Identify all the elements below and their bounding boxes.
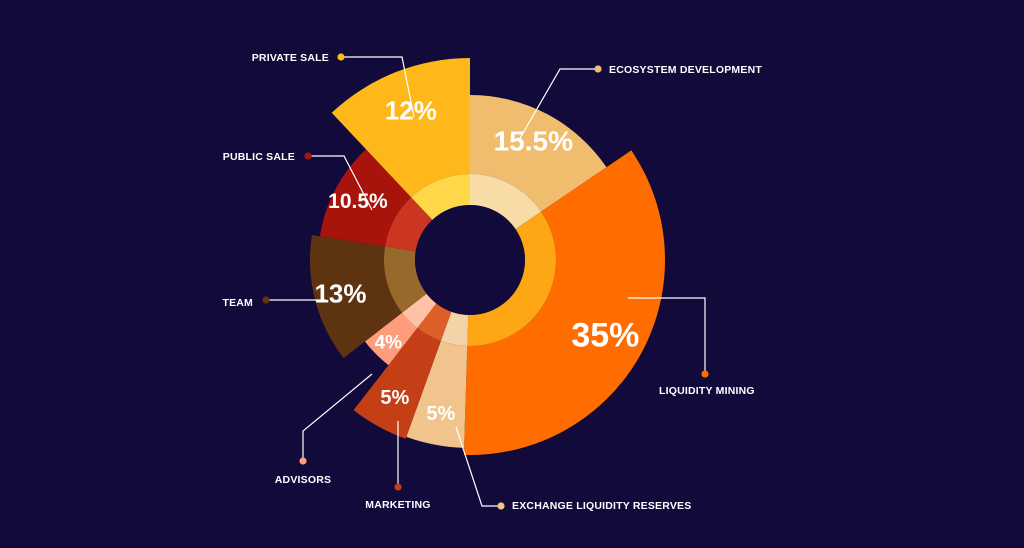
callout-group: ECOSYSTEM DEVELOPMENT LIQUIDITY MINING EXC…	[222, 52, 762, 512]
leader-line-liquidity-mining	[628, 297, 706, 374]
legend-dot-ecosystem-development	[594, 65, 602, 73]
leader-line-private-sale	[341, 56, 415, 118]
inner-ring-public-sale	[385, 197, 433, 252]
value-label-ecosystem-development: 15.5%	[494, 125, 573, 156]
legend-dot-private-sale	[337, 53, 345, 61]
inner-ring-ecosystem-development	[470, 174, 542, 230]
inner-ring-team	[384, 246, 427, 313]
slice-ecosystem-development	[470, 95, 607, 212]
category-label-liquidity-mining: LIQUIDITY MINING	[659, 385, 755, 397]
value-label-marketing: 5%	[380, 387, 409, 409]
slice-advisors	[364, 312, 418, 366]
slice-liquidity-mining	[463, 150, 665, 455]
leader-line-ecosystem-development	[518, 68, 598, 141]
category-label-advisors: ADVISORS	[275, 474, 331, 486]
value-label-public-sale: 10.5%	[328, 190, 388, 213]
slice-exchange-liquidity-reserves	[406, 340, 468, 448]
inner-ring-exchange-liquidity-reserves	[440, 311, 469, 346]
inner-ring-private-sale	[411, 174, 470, 220]
slice-private-sale	[331, 58, 470, 198]
leader-line-exchange-liquidity-reserves	[455, 426, 501, 507]
legend-dot-advisors	[299, 457, 307, 465]
category-label-private-sale: PRIVATE SALE	[252, 52, 329, 64]
legend-dot-team	[262, 296, 270, 304]
inner-ring-liquidity-mining	[467, 211, 556, 346]
value-label-exchange-liquidity-reserves: 5%	[426, 403, 455, 425]
value-label-group: 15.5%35%5%5%4%13%10.5%12%	[314, 96, 639, 425]
slice-team	[310, 234, 403, 359]
leader-line-advisors	[302, 373, 373, 461]
value-label-liquidity-mining: 35%	[571, 316, 639, 354]
value-label-team: 13%	[314, 278, 366, 308]
value-label-advisors: 4%	[375, 332, 403, 353]
slice-group	[310, 58, 665, 455]
category-label-exchange-liquidity-reserves: EXCHANGE LIQUIDITY RESERVES	[512, 500, 691, 512]
category-label-ecosystem-development: ECOSYSTEM DEVELOPMENT	[609, 64, 762, 76]
legend-dot-public-sale	[304, 152, 312, 160]
donut-hole	[415, 205, 525, 315]
legend-dot-liquidity-mining	[701, 370, 709, 378]
leader-line-public-sale	[308, 155, 373, 211]
inner-ring-advisors	[402, 293, 437, 328]
legend-dot-exchange-liquidity-reserves	[497, 502, 505, 510]
inner-ring-marketing	[417, 303, 452, 341]
legend-dot-marketing	[394, 483, 402, 491]
category-label-public-sale: PUBLIC SALE	[223, 151, 295, 163]
category-label-marketing: MARKETING	[365, 499, 430, 511]
inner-ring-group	[384, 174, 556, 346]
category-label-team: TEAM	[222, 297, 253, 309]
slice-marketing	[353, 327, 441, 439]
